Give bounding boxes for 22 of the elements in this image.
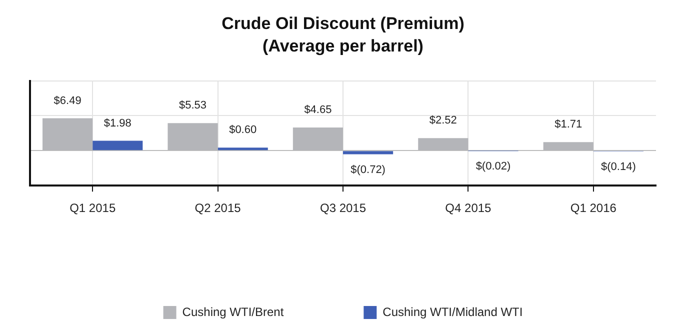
data-label: $(0.14) (601, 160, 636, 173)
data-label: $2.52 (429, 114, 457, 127)
chart-subtitle: (Average per barrel) (262, 36, 424, 56)
x-tick-label: Q4 2015 (445, 201, 492, 216)
data-label: $1.71 (554, 118, 582, 131)
legend-label: Cushing WTI/Brent (182, 304, 284, 319)
data-label: $0.60 (229, 124, 257, 136)
data-label: $6.49 (54, 94, 82, 107)
x-tick-label: Q2 2015 (194, 201, 242, 216)
x-tick-label: Q3 2015 (320, 201, 366, 216)
data-label: $1.98 (104, 117, 132, 130)
data-label: $(0.02) (476, 160, 511, 172)
x-tick-label: Q1 2016 (570, 201, 617, 216)
data-label: $(0.72) (350, 164, 386, 176)
chart-title: Crude Oil Discount (Premium) (222, 14, 464, 33)
data-label: $4.65 (304, 104, 332, 116)
data-label: $5.53 (178, 100, 207, 112)
legend-label: Cushing WTI/Midland WTI (382, 304, 523, 319)
bar (343, 151, 394, 154)
x-tick-label: Q1 2015 (70, 201, 116, 216)
bar (92, 140, 143, 150)
bar (218, 148, 268, 150)
